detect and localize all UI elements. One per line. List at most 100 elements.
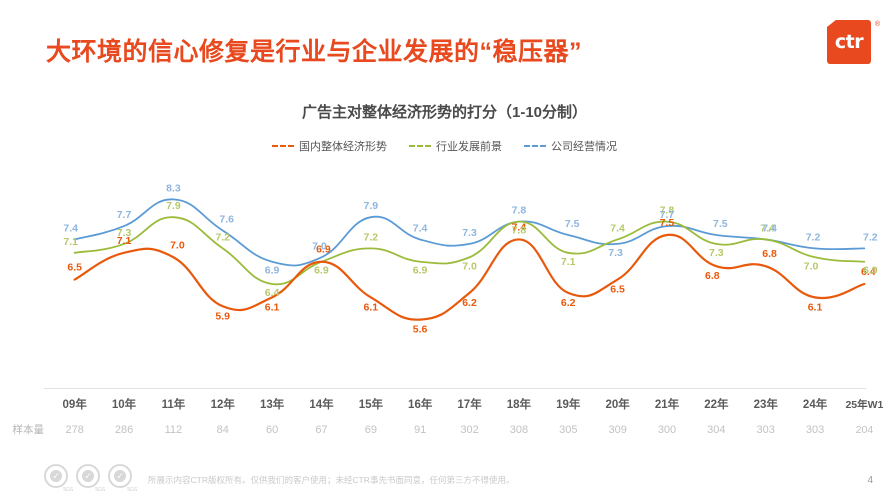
x-axis-tick-label: 19年: [556, 399, 581, 411]
data-label: 7.3: [709, 247, 724, 259]
data-label: 7.5: [660, 217, 675, 229]
legend-label: 国内整体经济形势: [299, 141, 387, 153]
legend-item-1[interactable]: 行业发展前景: [409, 138, 502, 154]
sample-size-value: 112: [164, 424, 183, 436]
sample-size-value: 69: [364, 424, 377, 436]
legend-dash-icon: [272, 145, 294, 147]
data-label: 7.5: [713, 218, 728, 230]
legend-dash-icon: [409, 145, 431, 147]
data-label: 6.4: [265, 287, 280, 299]
sample-size-value: 278: [65, 424, 84, 436]
x-axis-tick-label: 12年: [210, 399, 235, 411]
data-label: 6.8: [705, 270, 720, 282]
data-label: 7.1: [117, 235, 132, 247]
data-label: 7.7: [660, 209, 675, 221]
series-line-0: [73, 233, 866, 321]
sample-size-value: 67: [315, 424, 328, 436]
legend-item-2[interactable]: 公司经营情况: [524, 138, 617, 154]
sample-size-value: 308: [509, 424, 529, 436]
series-line-1: [73, 216, 866, 286]
x-axis-tick-label: 11年: [161, 399, 186, 411]
legend-label: 公司经营情况: [551, 141, 617, 153]
sample-size-row: 样本量 278 286 112 84 60 67 69 91 302 308 305 309 300 30…: [0, 421, 889, 439]
x-axis-tick-label: 17年: [457, 399, 482, 411]
data-label: 8.3: [166, 182, 181, 194]
data-label: 6.5: [67, 262, 82, 274]
x-axis-tick-label: 20年: [605, 399, 630, 411]
x-axis-tick-label: 21年: [654, 399, 680, 411]
data-label: 6.9: [314, 265, 329, 277]
chart-legend: 国内整体经济形势 行业发展前景 公司经营情况: [0, 138, 889, 154]
data-label: 7.4: [413, 223, 428, 235]
logo-shape: ctr: [827, 20, 871, 64]
data-label: 7.0: [312, 240, 327, 252]
data-label: 6.9: [863, 265, 878, 277]
data-label: 6.2: [561, 297, 576, 309]
data-label: 6.8: [762, 248, 777, 260]
data-label: 7.2: [863, 231, 878, 243]
data-label: 7.4: [762, 223, 777, 235]
sample-size-value: 204: [855, 424, 874, 436]
data-label: 7.4: [760, 223, 775, 235]
data-label: 6.1: [808, 301, 823, 313]
copyright-notice: 所展示内容CTR版权所有。仅供我们的客户使用；未经CTR事先书面同意，任何第三方…: [148, 475, 515, 485]
x-axis-tick-label: 16年: [408, 399, 433, 411]
certification-seal-icon: ✓ SGS: [76, 464, 105, 493]
sample-size-value: 302: [460, 424, 479, 436]
series-line-2: [73, 198, 866, 267]
data-label: 7.0: [462, 260, 477, 272]
data-label: 7.8: [660, 205, 675, 217]
sample-size-value: 286: [114, 424, 134, 436]
data-label: 7.2: [215, 231, 230, 243]
legend-dash-icon: [524, 145, 546, 147]
x-axis-tick-label: 24年: [802, 399, 828, 411]
legend-item-0[interactable]: 国内整体经济形势: [272, 138, 387, 154]
sample-size-value: 303: [805, 424, 825, 436]
sample-size-value: 91: [414, 424, 427, 436]
data-label: 7.1: [561, 256, 576, 268]
data-label: 7.4: [610, 223, 625, 235]
axis-row-spacer: [0, 396, 50, 414]
sample-size-label: 样本量: [12, 424, 45, 436]
data-label: 7.9: [363, 200, 378, 212]
slide-footer: ✓ SGS ✓ SGS ✓ SGS 所展示内容CTR版权所有。仅供我们的客户使用；未经CT…: [0, 454, 889, 500]
certification-seal-icon: ✓ SGS: [108, 464, 137, 493]
data-label: 6.4: [861, 266, 876, 278]
x-axis-tick-label: 18年: [506, 399, 532, 411]
chart-plot-area: 6.5 7.1 7.0 5.9 6.1 6.9 6.1 5.6 6.2 7.4 6.2 6.5 7.5 6…: [0, 160, 889, 385]
page-title: 大环境的信心修复是行业与企业发展的“稳压器”: [46, 38, 583, 66]
data-label: 7.4: [63, 223, 78, 235]
ctr-logo: ctr ®: [827, 20, 880, 64]
data-label: 7.0: [170, 239, 185, 251]
data-label: 6.2: [462, 297, 477, 309]
data-label: 6.9: [413, 265, 428, 277]
certification-seal-icon: ✓ SGS: [44, 464, 73, 493]
data-label: 6.9: [316, 244, 331, 256]
data-label: 7.3: [462, 227, 477, 239]
legend-label: 行业发展前景: [436, 141, 502, 153]
data-label: 7.1: [63, 236, 78, 248]
sample-size-value: 303: [756, 424, 775, 436]
registered-trademark-icon: ®: [874, 21, 880, 28]
sample-size-value: 84: [216, 424, 229, 436]
data-label: 7.3: [608, 247, 623, 259]
data-label: 7.9: [166, 200, 181, 212]
data-label: 7.4: [512, 222, 527, 234]
sample-size-value: 305: [559, 424, 578, 436]
line-chart-svg: 6.5 7.1 7.0 5.9 6.1 6.9 6.1 5.6 6.2 7.4 6.2 6.5 7.5 6…: [63, 182, 878, 335]
data-label: 7.3: [117, 227, 132, 239]
logo-text: ctr: [834, 31, 864, 53]
data-label: 7.2: [806, 231, 821, 243]
data-label: 7.0: [804, 260, 819, 272]
x-axis-tick-label: 09年: [62, 399, 87, 411]
data-label: 7.8: [512, 225, 527, 237]
data-label: 6.9: [265, 265, 280, 277]
x-axis-tick-label: 23年: [753, 399, 778, 411]
sample-size-value: 309: [608, 424, 627, 436]
sample-size-value: 60: [265, 424, 279, 436]
data-label: 5.9: [215, 310, 230, 322]
certification-seals: ✓ SGS ✓ SGS ✓ SGS: [44, 464, 137, 493]
data-label: 7.7: [117, 209, 132, 221]
data-label: 7.6: [219, 214, 234, 226]
